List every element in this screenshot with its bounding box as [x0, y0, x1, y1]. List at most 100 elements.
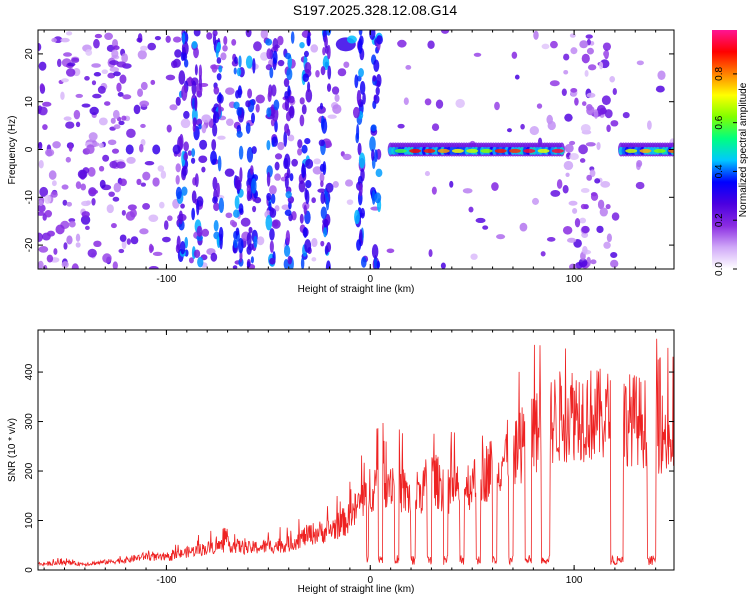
spectrogram-cell: [50, 191, 58, 198]
spectrogram-cell: [265, 214, 273, 231]
spectrogram-cell: [229, 219, 236, 226]
spectrogram-cell: [121, 209, 126, 216]
spectrogram-cell: [356, 124, 360, 140]
spectrogram-cell: [80, 215, 91, 225]
spectrogram-cell: [234, 56, 238, 64]
spectrogram-cell: [533, 30, 539, 40]
spectrogram-cell: [593, 109, 599, 119]
spectrogram-cell: [150, 79, 156, 85]
spectrogram-cell: [358, 30, 363, 36]
spectrogram-cell: [38, 204, 46, 213]
spectrogram-cell: [566, 237, 577, 243]
spectrogram-cell: [198, 74, 203, 91]
spectrogram-cell: [99, 179, 106, 189]
spectrogram-cell: [580, 123, 591, 133]
spectrogram-cell: [284, 123, 290, 134]
spectrogram-cell: [234, 195, 240, 210]
spectrogram-cell: [93, 240, 102, 248]
spectrogram-cell: [267, 90, 272, 103]
spectrogram-cell: [427, 40, 435, 49]
spectrogram-cell: [212, 30, 218, 37]
spectrogram-cell: [357, 142, 362, 156]
colorbar-tick-label: 0.8: [714, 67, 725, 81]
spectrogram-cell: [46, 230, 55, 237]
spectrogram-cell: [154, 36, 162, 41]
spectrogram-cell: [187, 76, 193, 87]
spectrogram-cell: [359, 80, 366, 95]
spectrogram-cell: [225, 87, 235, 95]
spectrogram-cell: [303, 204, 307, 215]
spectrogram-cell: [596, 225, 604, 234]
spectrogram-cell: [506, 128, 512, 133]
spectrogram-cell: [269, 228, 275, 241]
spectrogram-cell: [358, 182, 363, 197]
spectrogram-cell: [612, 87, 617, 96]
spectrogram-cell: [250, 256, 254, 264]
spectrogram-cell: [180, 240, 186, 255]
spectrogram-cell: [160, 170, 167, 179]
spectrogram-cell: [322, 218, 328, 225]
spectrogram-cell: [81, 211, 90, 218]
spectrogram-cell: [38, 200, 43, 207]
spectrogram-x-axis-label: Height of straight line (km): [298, 284, 415, 295]
spectrogram-cell: [201, 123, 207, 134]
colorbar-tick-label: 0.0: [714, 262, 725, 276]
spectrogram-cell: [603, 241, 611, 249]
spectrogram-cell: [147, 42, 157, 51]
spectrogram-band-peak: [494, 148, 507, 153]
spectrogram-cell: [323, 227, 327, 238]
spectrogram-cell: [196, 234, 203, 242]
spectrogram-cell: [91, 63, 101, 68]
spectrogram-cell: [657, 70, 666, 81]
spectrogram-cell: [213, 220, 219, 232]
spectrogram-cell: [218, 92, 222, 103]
spectrogram-cell: [260, 51, 269, 61]
spectrogram-cell: [113, 124, 121, 130]
spectrogram-cell: [356, 89, 362, 106]
spectrogram-cell: [287, 85, 291, 97]
spectrogram-cell: [397, 123, 405, 129]
spectrogram-cell: [212, 176, 218, 191]
spectrogram-cell: [269, 67, 274, 79]
spectrogram-cell: [163, 220, 169, 231]
spectrogram-cell: [564, 143, 574, 153]
spectrogram-cell: [301, 144, 308, 154]
spectrogram-cell: [84, 225, 90, 231]
spectrogram-cell: [98, 142, 104, 149]
spectrogram-cell: [372, 75, 377, 82]
spectrogram-cell: [281, 204, 291, 211]
spectrogram-cell: [71, 57, 80, 63]
spectrogram-cell: [584, 70, 589, 77]
spectrogram-cell: [397, 39, 407, 48]
spectrogram-cell: [238, 55, 242, 68]
spectrogram-cell: [635, 181, 645, 190]
spectrogram-cell: [137, 88, 144, 98]
spectrogram-cell: [299, 114, 305, 127]
spectrogram-cell: [269, 185, 277, 195]
spectrogram-cell: [178, 70, 186, 85]
spectrogram-cell: [374, 192, 382, 204]
spectrogram-cell: [112, 45, 120, 51]
spectrogram-cell: [315, 70, 320, 78]
colorbar-tick-label: 0.6: [714, 115, 725, 129]
spectrogram-cell: [360, 207, 365, 219]
spectrogram-cell: [87, 248, 97, 258]
spectrogram-cell: [181, 85, 188, 102]
spectrogram-cell: [57, 58, 62, 68]
spectrogram-cell: [117, 92, 124, 97]
spectrogram-cell: [376, 260, 381, 269]
spectrogram-cell: [65, 68, 76, 77]
spectrogram-patch: [172, 144, 181, 155]
spectrogram-patch: [305, 158, 314, 169]
spectrogram-cell: [331, 86, 340, 95]
spectrogram-cell: [136, 178, 142, 186]
spectrogram-cell: [271, 84, 277, 97]
spectrogram-cell: [217, 155, 222, 172]
spectrogram-cell: [61, 184, 69, 190]
spectrogram-cell: [216, 41, 222, 52]
spectrogram-cell: [238, 203, 244, 214]
spectrogram-cell: [286, 67, 293, 81]
spectrogram-cell: [175, 175, 180, 185]
spectrogram-cell: [563, 160, 574, 171]
spectrogram-cell: [266, 139, 271, 151]
